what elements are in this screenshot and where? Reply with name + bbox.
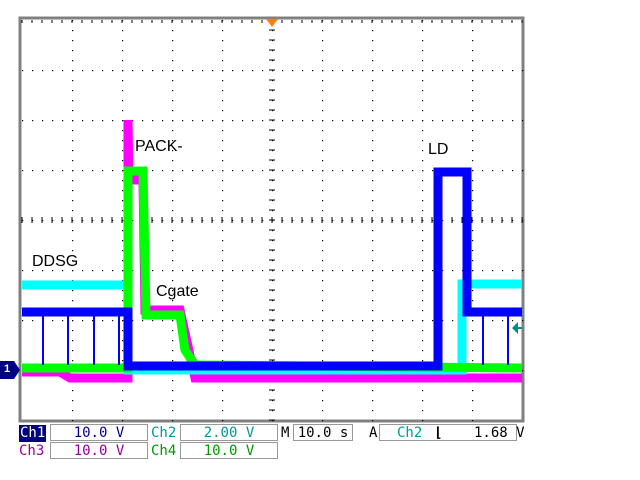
annotation-cgate: Cgate (156, 283, 199, 300)
annotation-pack: PACK- (135, 138, 183, 155)
trace-edge (22, 171, 522, 367)
trace-band (22, 279, 522, 375)
graticule (18, 16, 525, 423)
ch2-label[interactable]: Ch2 (151, 425, 177, 441)
ch3-label[interactable]: Ch3 (19, 443, 45, 459)
falling-edge-icon: ⌊ (434, 425, 443, 441)
trigger-level: 1.68 V (474, 425, 525, 441)
traces (22, 119, 523, 383)
trace-ch1 (22, 167, 522, 371)
ch2-scale: 2.00 V (180, 424, 278, 441)
trace-edge (22, 283, 522, 371)
trigger-source: Ch2 (397, 425, 423, 441)
annotation-ddsg: DDSG (32, 253, 79, 270)
ch4-scale: 10.0 V (180, 442, 278, 459)
ch1-scale: 10.0 V (50, 424, 148, 441)
graticule-border (18, 16, 525, 423)
trace-edge (22, 170, 523, 369)
ch1-label[interactable]: Ch1 (19, 425, 47, 442)
trigger-position-icon (266, 19, 278, 27)
trigger-label: A (369, 425, 378, 441)
trace-ch4 (22, 166, 523, 373)
ch3-scale: 10.0 V (50, 442, 148, 459)
ch1-ground-marker (0, 361, 20, 379)
timebase-value: 10.0 s (293, 424, 353, 441)
ch4-label[interactable]: Ch4 (151, 443, 177, 459)
trace-ch2 (22, 279, 522, 375)
annotation-ld: LD (428, 141, 449, 158)
trigger-level-icon (512, 322, 518, 334)
ground-marker-label: 1 (4, 363, 11, 375)
timebase-label: M (281, 425, 290, 441)
